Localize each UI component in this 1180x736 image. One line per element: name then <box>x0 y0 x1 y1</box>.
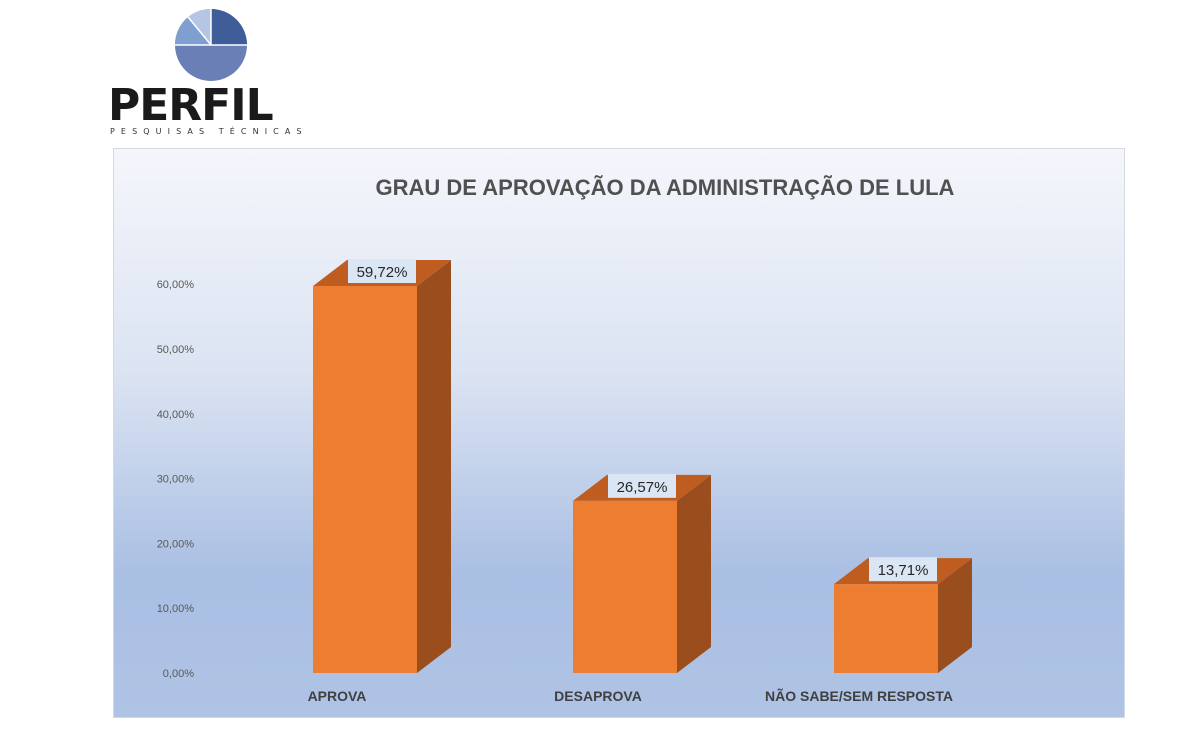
y-tick-label: 0,00% <box>163 668 194 680</box>
y-tick-label: 50,00% <box>157 344 195 356</box>
x-tick-label: DESAPROVA <box>554 688 642 704</box>
y-tick-label: 40,00% <box>157 409 195 421</box>
data-label-1: 59,72% <box>357 264 408 281</box>
logo-wordmark: PERFIL <box>108 80 274 131</box>
logo-tagline: PESQUISAS TÉCNICAS <box>110 127 308 136</box>
y-tick-label: 20,00% <box>157 538 195 550</box>
chart-title: GRAU DE APROVAÇÃO DA ADMINISTRAÇÃO DE LU… <box>376 175 955 200</box>
perfil-logo: PERFIL PESQUISAS TÉCNICAS <box>108 6 318 138</box>
x-tick-label: NÃO SABE/SEM RESPOSTA <box>765 687 953 704</box>
x-tick-label: APROVA <box>308 688 367 704</box>
chart-area: GRAU DE APROVAÇÃO DA ADMINISTRAÇÃO DE LU… <box>113 148 1125 718</box>
data-label-3: 13,71% <box>878 562 929 579</box>
bar-side-3 <box>938 558 972 673</box>
bar-2 <box>573 500 677 673</box>
data-labels-group: 59,72% 26,57% 13,71% <box>348 259 937 582</box>
y-tick-label: 10,00% <box>157 603 195 615</box>
bar-1 <box>313 286 417 673</box>
data-label-box-3 <box>869 557 937 582</box>
x-axis-labels: APROVA DESAPROVA NÃO SABE/SEM RESPOSTA <box>308 687 953 704</box>
data-label-box-1 <box>348 259 416 284</box>
y-tick-label: 60,00% <box>157 279 195 291</box>
bar-side-2 <box>677 474 711 673</box>
bar-chart: GRAU DE APROVAÇÃO DA ADMINISTRAÇÃO DE LU… <box>157 175 972 704</box>
bars-group <box>313 260 972 673</box>
bar-side-1 <box>417 260 451 673</box>
pie-chart-logo-icon <box>174 8 247 81</box>
data-label-2: 26,57% <box>617 479 668 496</box>
y-axis-labels: 0,00% 10,00% 20,00% 30,00% 40,00% 50,00% 60,00… <box>157 279 195 680</box>
y-tick-label: 30,00% <box>157 474 195 486</box>
data-label-box-2 <box>608 473 676 498</box>
bar-3 <box>834 584 938 673</box>
